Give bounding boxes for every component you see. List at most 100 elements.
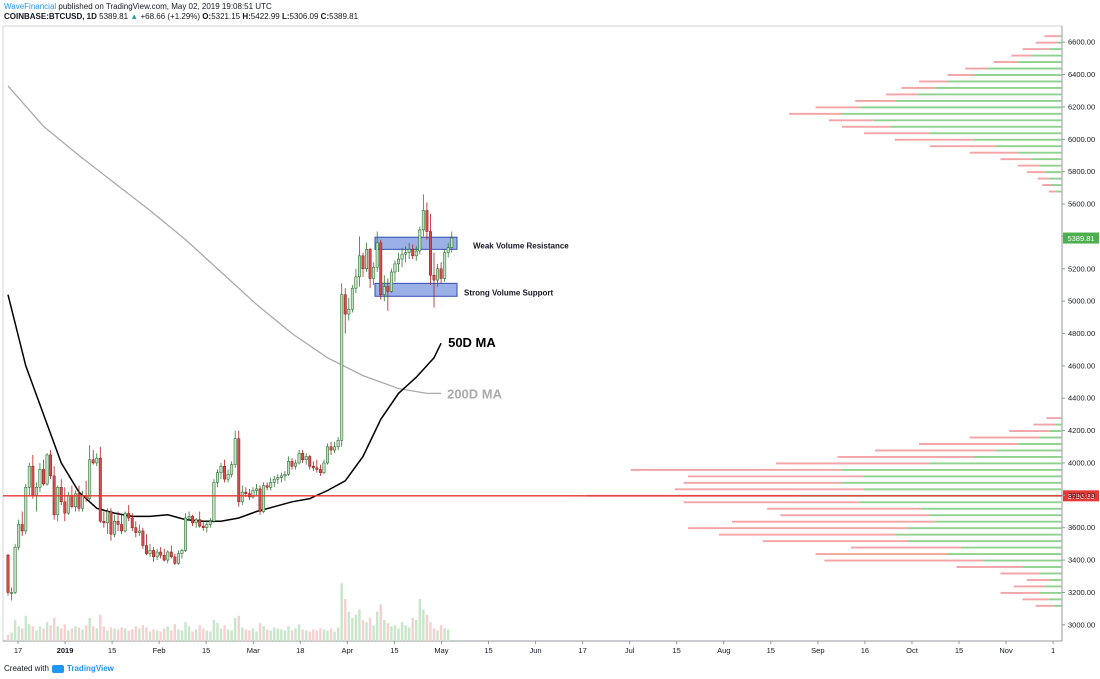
volume-bar xyxy=(194,629,198,641)
candle-body xyxy=(276,477,280,480)
candle-body xyxy=(59,487,63,503)
x-tick-label: 15 xyxy=(108,646,116,655)
volume-bar xyxy=(365,622,368,641)
volume-profile-up-bar xyxy=(996,145,1062,148)
candle-body xyxy=(315,467,319,470)
candle-body xyxy=(208,520,212,525)
candle-body xyxy=(439,268,443,279)
volume-bar xyxy=(301,629,304,641)
strong-support-zone xyxy=(374,282,458,297)
volume-profile-down-bar xyxy=(919,80,948,83)
volume-bar xyxy=(251,628,255,641)
volume-profile-up-bar xyxy=(974,74,1062,76)
candle-body xyxy=(265,485,269,488)
time-axis: 17 2019 15 Feb 15 Mar 18 Apr 15 May 15 Jun 17 Jul 15 Au… xyxy=(14,641,1055,655)
volume-profile-down-bar xyxy=(780,514,930,517)
volume-bar xyxy=(241,627,244,641)
candle-body xyxy=(425,210,429,232)
volume-bar xyxy=(35,630,38,641)
volume-bar xyxy=(219,628,223,641)
created-with-text: Created with xyxy=(4,664,49,673)
candle-body xyxy=(340,294,344,441)
strong-support-label: Strong Volume Support xyxy=(464,288,554,297)
candle-body xyxy=(45,454,49,485)
volume-profile-up-bar xyxy=(1059,417,1062,420)
author-link[interactable]: WaveFinancial xyxy=(4,2,57,11)
candle-body xyxy=(98,457,102,522)
volume-bar xyxy=(351,617,354,641)
volume-bar xyxy=(276,628,279,641)
volume-bar xyxy=(141,625,145,641)
x-tick-label: 15 xyxy=(202,646,210,655)
volume-profile-up-bar xyxy=(1053,604,1062,607)
candle-body xyxy=(308,456,312,467)
x-tick-label: 17 xyxy=(14,646,22,655)
volume-bar xyxy=(134,626,137,641)
candle-body xyxy=(141,530,145,546)
x-tick-label: Aug xyxy=(717,646,730,655)
volume-profile-down-bar xyxy=(674,488,864,491)
volume-profile-up-bar xyxy=(1048,430,1062,433)
candle-body xyxy=(91,459,95,464)
volume-bar xyxy=(305,630,308,641)
volume-bar xyxy=(283,630,287,641)
y-tick-label: 4600.00 xyxy=(1068,361,1095,370)
candle-body xyxy=(180,550,184,554)
volume-bar xyxy=(404,625,407,641)
ma50-label: 50D MA xyxy=(448,335,496,350)
volume-bar xyxy=(13,620,17,641)
volume-profile-up-bar xyxy=(1040,164,1062,167)
volume-bar xyxy=(234,617,237,641)
open-label: O: xyxy=(202,12,212,21)
candle-body xyxy=(10,592,14,594)
volume-profile-down-bar xyxy=(683,501,860,504)
volume-profile-up-bar xyxy=(1048,579,1062,581)
volume-bar xyxy=(88,617,91,641)
x-tick-label: 15 xyxy=(390,646,398,655)
volume-bar xyxy=(74,626,77,641)
y-tick-label: 4400.00 xyxy=(1068,394,1095,403)
candle-body xyxy=(66,495,70,514)
candle-body xyxy=(429,231,432,276)
volume-bar xyxy=(212,620,216,641)
candle-body xyxy=(127,512,131,519)
candle-body xyxy=(269,482,273,488)
volume-bar xyxy=(347,611,350,641)
volume-profile-up-bar xyxy=(842,468,1062,471)
y-tick-label: 3600.00 xyxy=(1068,523,1095,532)
volume-bar xyxy=(138,628,141,641)
close-label: C: xyxy=(320,12,330,21)
candle-body xyxy=(251,490,255,498)
volume-bar xyxy=(81,629,84,641)
volume-bar xyxy=(52,617,56,641)
volume-bar xyxy=(422,609,425,641)
volume-bar xyxy=(113,628,116,641)
candle-body xyxy=(212,482,216,522)
candle-body xyxy=(137,530,141,533)
volume-profile-up-bar xyxy=(859,501,1062,504)
candle-body xyxy=(20,524,24,532)
y-tick-label: 3400.00 xyxy=(1068,556,1095,565)
volume-bar xyxy=(425,614,429,641)
candle-body xyxy=(148,550,152,554)
candle-body xyxy=(56,487,60,516)
candle-body xyxy=(155,551,159,558)
candle-body xyxy=(290,461,294,467)
candle-body xyxy=(318,469,322,473)
candle-body xyxy=(400,253,404,260)
y-tick-label: 6600.00 xyxy=(1068,38,1095,47)
volume-profile-down-bar xyxy=(850,546,961,549)
volume-bar xyxy=(287,626,290,641)
tradingview-brand[interactable]: TradingView xyxy=(66,664,114,673)
candle-body xyxy=(38,469,42,488)
volume-profile-down-bar xyxy=(1022,598,1049,601)
volume-bar xyxy=(340,583,343,641)
volume-bar xyxy=(198,625,201,641)
volume-bar xyxy=(308,631,311,641)
volume-bar xyxy=(368,617,372,641)
candle-body xyxy=(187,516,191,519)
candle-body xyxy=(152,550,156,558)
volume-profile-down-bar xyxy=(1044,35,1060,38)
volume-profile-down-bar xyxy=(1035,41,1058,44)
